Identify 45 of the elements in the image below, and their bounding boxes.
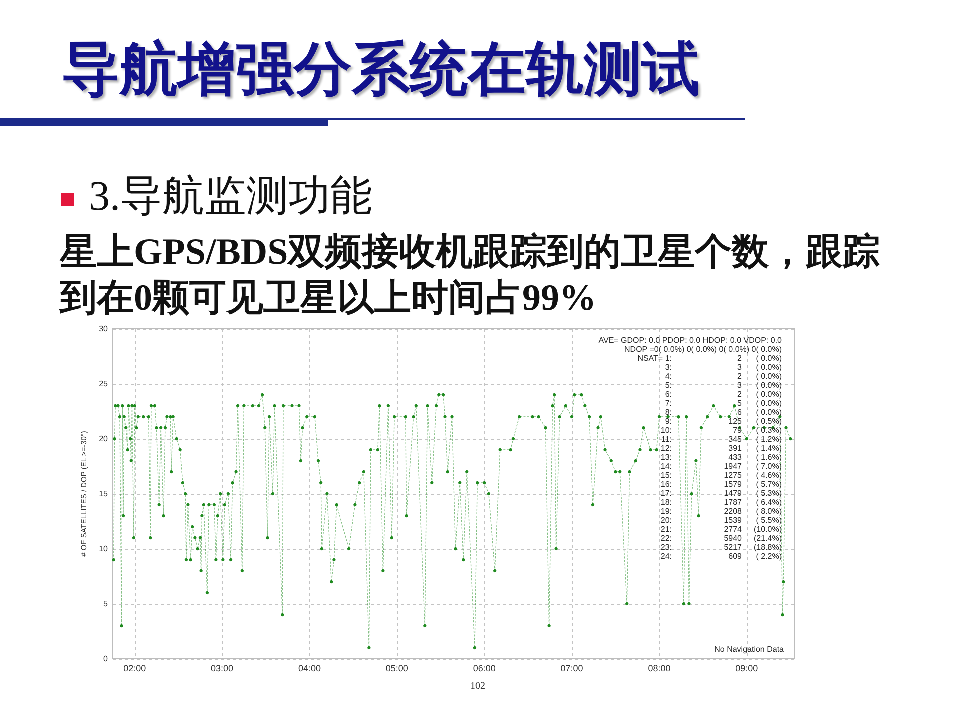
chart-title: 导航增强分系统在轨测试 (62, 37, 700, 102)
x-tick-label: 02:00 (124, 664, 146, 674)
text: 22: 5940 (21.4%) (660, 534, 782, 543)
text: 102 (470, 681, 486, 693)
x-tick-label: 07:00 (560, 664, 584, 674)
y-tick-label: 0 (104, 654, 109, 664)
x-tick-label: 08:00 (648, 664, 671, 674)
text: 4: 2 ( 0.0%) (665, 372, 782, 381)
text: 5: 3 ( 0.0%) (665, 381, 782, 390)
annotation: AVE= GDOP: 0.0 PDOP: 0.0 HDOP: 0.0 VDOP: 0.0 (598, 336, 782, 345)
text: 20: 1539 ( 5.5%) (660, 516, 782, 525)
y-tick-label: 5 (104, 600, 109, 608)
text: 23: 5217 (18.8%) (660, 543, 782, 552)
x-tick-label: 03:00 (211, 664, 234, 674)
y-tick-label: 10 (99, 544, 109, 554)
text: 7: 5 ( 0.0%) (665, 399, 782, 408)
text: 9: 125 ( 0.5%) (665, 417, 782, 426)
text: 24: 609 ( 2.2%) (660, 552, 782, 561)
text: 3: 3 ( 0.0%) (665, 363, 782, 372)
text: 12: 391 ( 1.4%) (660, 444, 782, 453)
text: NSAT= 1: 2 ( 0.0%) (638, 354, 782, 363)
y-tick-label: 25 (99, 380, 109, 388)
text: 星上GPS/BDS双频接收机跟踪到的卫星个数，跟踪到在0颗可见卫星以上时间占99% (60, 231, 882, 321)
y-tick-label: 30 (99, 324, 109, 334)
text: 11: 345 ( 1.2%) (661, 435, 782, 444)
x-tick-label: 05:00 (386, 664, 408, 674)
text: 15: 1275 ( 4.6%) (660, 471, 782, 480)
x-tick-label: 06:00 (473, 664, 496, 674)
text: 8: 6 ( 0.0%) (665, 408, 782, 417)
text: 14: 1947 ( 7.0%) (660, 462, 782, 471)
text: 6: 2 ( 0.0%) (665, 390, 782, 399)
text: 16: 1579 ( 5.7%) (660, 480, 782, 489)
text: 18: 1787 ( 6.4%) (660, 498, 782, 507)
chart-subtitle: 3.导航监测功能 (89, 174, 372, 220)
annotation: No Navigation Data (714, 645, 784, 654)
text: 10: 79 ( 0.3%) (660, 426, 782, 435)
text: 21: 2774 (10.0%) (660, 525, 782, 534)
text: 19: 2208 ( 8.0%) (660, 507, 782, 516)
text: 17: 1479 ( 5.3%) (660, 489, 782, 498)
annotation: NDOP =0( 0.0%) 0( 0.0%) 0( 0.0%) 0( 0.0%) (624, 345, 782, 354)
x-tick-label: 04:00 (298, 664, 321, 674)
y-tick-label: 15 (99, 490, 109, 498)
text: 13: 433 ( 1.6%) (660, 453, 782, 462)
x-tick-label: 09:00 (736, 664, 758, 674)
y-tick-label: 20 (99, 434, 109, 444)
